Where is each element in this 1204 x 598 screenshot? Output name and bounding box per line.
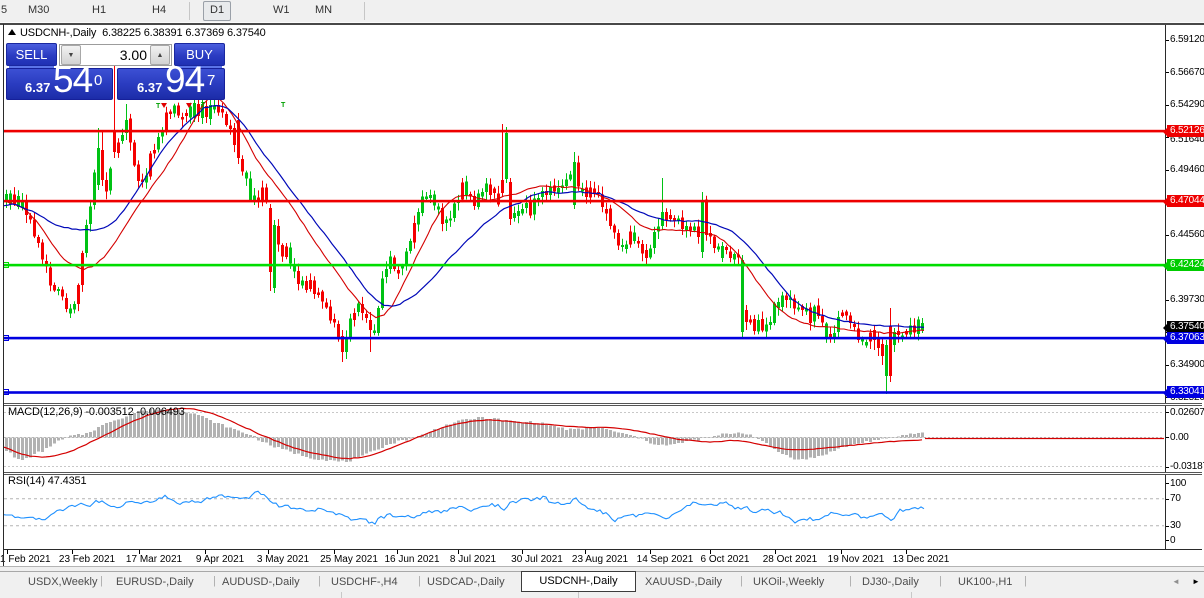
svg-text:T: T [201, 102, 206, 109]
svg-text:T: T [156, 103, 161, 110]
svg-text:T: T [281, 102, 286, 109]
